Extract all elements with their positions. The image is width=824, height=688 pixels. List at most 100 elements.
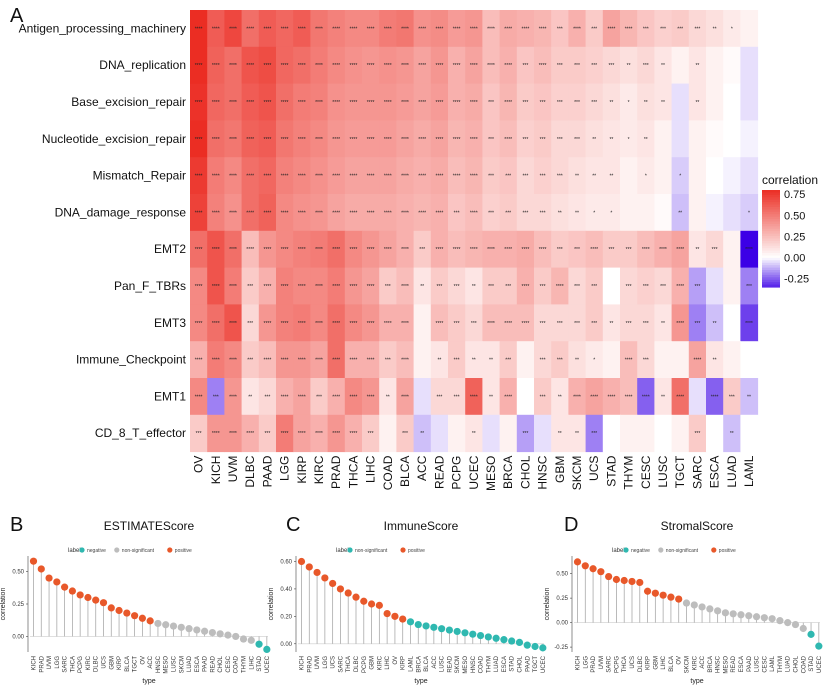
heatmap-cell	[534, 194, 552, 232]
heatmap-cell	[224, 194, 243, 232]
y-tick-label: 0.50	[556, 572, 568, 578]
x-tick-label: LUAD	[494, 655, 500, 672]
heatmap-significance: ****	[539, 63, 547, 69]
heatmap-significance: ***	[540, 394, 546, 400]
heatmap-significance: ***	[557, 174, 563, 180]
heatmap-cell	[688, 157, 707, 195]
heatmap-significance: ****	[332, 210, 340, 216]
heatmap-row-label: Base_excision_repair	[71, 95, 186, 109]
x-tick-label: LUSC	[440, 655, 446, 672]
heatmap-significance: ****	[315, 284, 323, 290]
x-tick-label: BRCA	[708, 656, 714, 673]
legend-marker	[167, 547, 173, 553]
y-tick-label: 0.40	[280, 587, 292, 593]
lollipop-point	[721, 609, 730, 617]
colorbar-segment	[762, 255, 780, 259]
heatmap-cell	[482, 230, 501, 269]
colorbar-segment	[762, 250, 780, 254]
heatmap-cell	[396, 304, 415, 342]
heatmap-cell	[671, 157, 690, 195]
panel-label-b: B	[10, 514, 23, 536]
heatmap-significance: ****	[264, 358, 272, 364]
heatmap-significance: ****	[642, 394, 650, 400]
heatmap-cell	[688, 304, 707, 342]
heatmap-cell	[344, 194, 363, 232]
heatmap-significance: ***	[643, 284, 649, 290]
colorbar-segment	[762, 265, 780, 269]
heatmap-cell	[413, 414, 432, 453]
heatmap-significance: ****	[212, 210, 220, 216]
heatmap-cell	[620, 46, 638, 85]
heatmap-cell	[688, 414, 707, 453]
heatmap-cell	[413, 157, 432, 195]
heatmap-significance: ****	[350, 358, 358, 364]
legend-label: negative	[87, 548, 106, 554]
heatmap-significance: ****	[315, 247, 323, 253]
heatmap-cell	[482, 267, 501, 305]
heatmap-significance: ***	[694, 284, 700, 290]
heatmap-cell	[207, 194, 225, 232]
heatmap-cell	[362, 46, 380, 85]
heatmap-significance: ****	[350, 394, 358, 400]
heatmap-cell	[637, 46, 655, 85]
heatmap-cell	[276, 46, 294, 85]
heatmap-significance: ***	[557, 26, 563, 32]
heatmap-significance: ****	[264, 100, 272, 106]
heatmap-cell	[465, 267, 483, 305]
legend-title: label	[336, 548, 349, 554]
heatmap-significance: ***	[454, 210, 460, 216]
heatmap-significance: ***	[643, 358, 649, 364]
heatmap-significance: ****	[470, 247, 478, 253]
heatmap-cell	[654, 194, 673, 232]
heatmap-significance: ***	[522, 137, 528, 143]
x-tick-label: UCS	[630, 656, 636, 669]
heatmap-significance: **	[609, 137, 613, 143]
heatmap-significance: ****	[418, 210, 426, 216]
heatmap-cell	[396, 83, 415, 121]
heatmap-cell	[430, 304, 449, 342]
heatmap-significance: ****	[625, 26, 633, 32]
heatmap-cell	[276, 378, 294, 416]
lollipop-point	[515, 638, 524, 647]
heatmap-cell	[551, 230, 569, 269]
heatmap-cell	[310, 46, 329, 85]
heatmap-significance: ****	[470, 174, 478, 180]
heatmap-significance: ****	[384, 174, 392, 180]
x-tick-label: PAAD	[203, 655, 209, 672]
heatmap-significance: ****	[608, 394, 616, 400]
heatmap-significance: ***	[574, 137, 580, 143]
lollipop-point	[422, 622, 430, 630]
heatmap-cell	[430, 157, 449, 195]
lollipop-point	[255, 640, 263, 648]
heatmap-significance: *	[593, 210, 595, 216]
heatmap-significance: ***	[591, 26, 597, 32]
heatmap-cell	[688, 341, 707, 379]
heatmap-cell	[706, 120, 724, 158]
x-tick-label: MESO	[463, 656, 469, 674]
colorbar-segment	[762, 214, 780, 218]
heatmap-row-label: CD_8_T_effector	[95, 426, 186, 440]
heatmap-cell	[293, 83, 311, 121]
heatmap-significance: ****	[281, 63, 289, 69]
x-axis-label: type	[690, 678, 703, 685]
heatmap-significance: **	[558, 210, 562, 216]
heatmap-significance: ****	[332, 321, 340, 327]
heatmap-cell	[293, 194, 311, 232]
heatmap-significance: ****	[453, 247, 461, 253]
heatmap-cell	[190, 46, 208, 85]
heatmap-significance: ****	[332, 358, 340, 364]
lollipop-point	[37, 565, 45, 573]
heatmap-column-label: LUAD	[725, 455, 739, 487]
heatmap-significance: ****	[315, 26, 323, 32]
heatmap-cell	[568, 341, 587, 379]
heatmap-cell	[276, 341, 294, 379]
heatmap-significance: ****	[195, 358, 203, 364]
heatmap-cell	[344, 414, 363, 453]
heatmap-cell	[482, 157, 501, 195]
heatmap-significance: ****	[298, 100, 306, 106]
lollipop-point	[760, 614, 768, 622]
heatmap-cell	[190, 83, 208, 121]
x-tick-label: TGCT	[533, 656, 539, 673]
heatmap-significance: **	[558, 394, 562, 400]
heatmap-significance: ****	[264, 321, 272, 327]
